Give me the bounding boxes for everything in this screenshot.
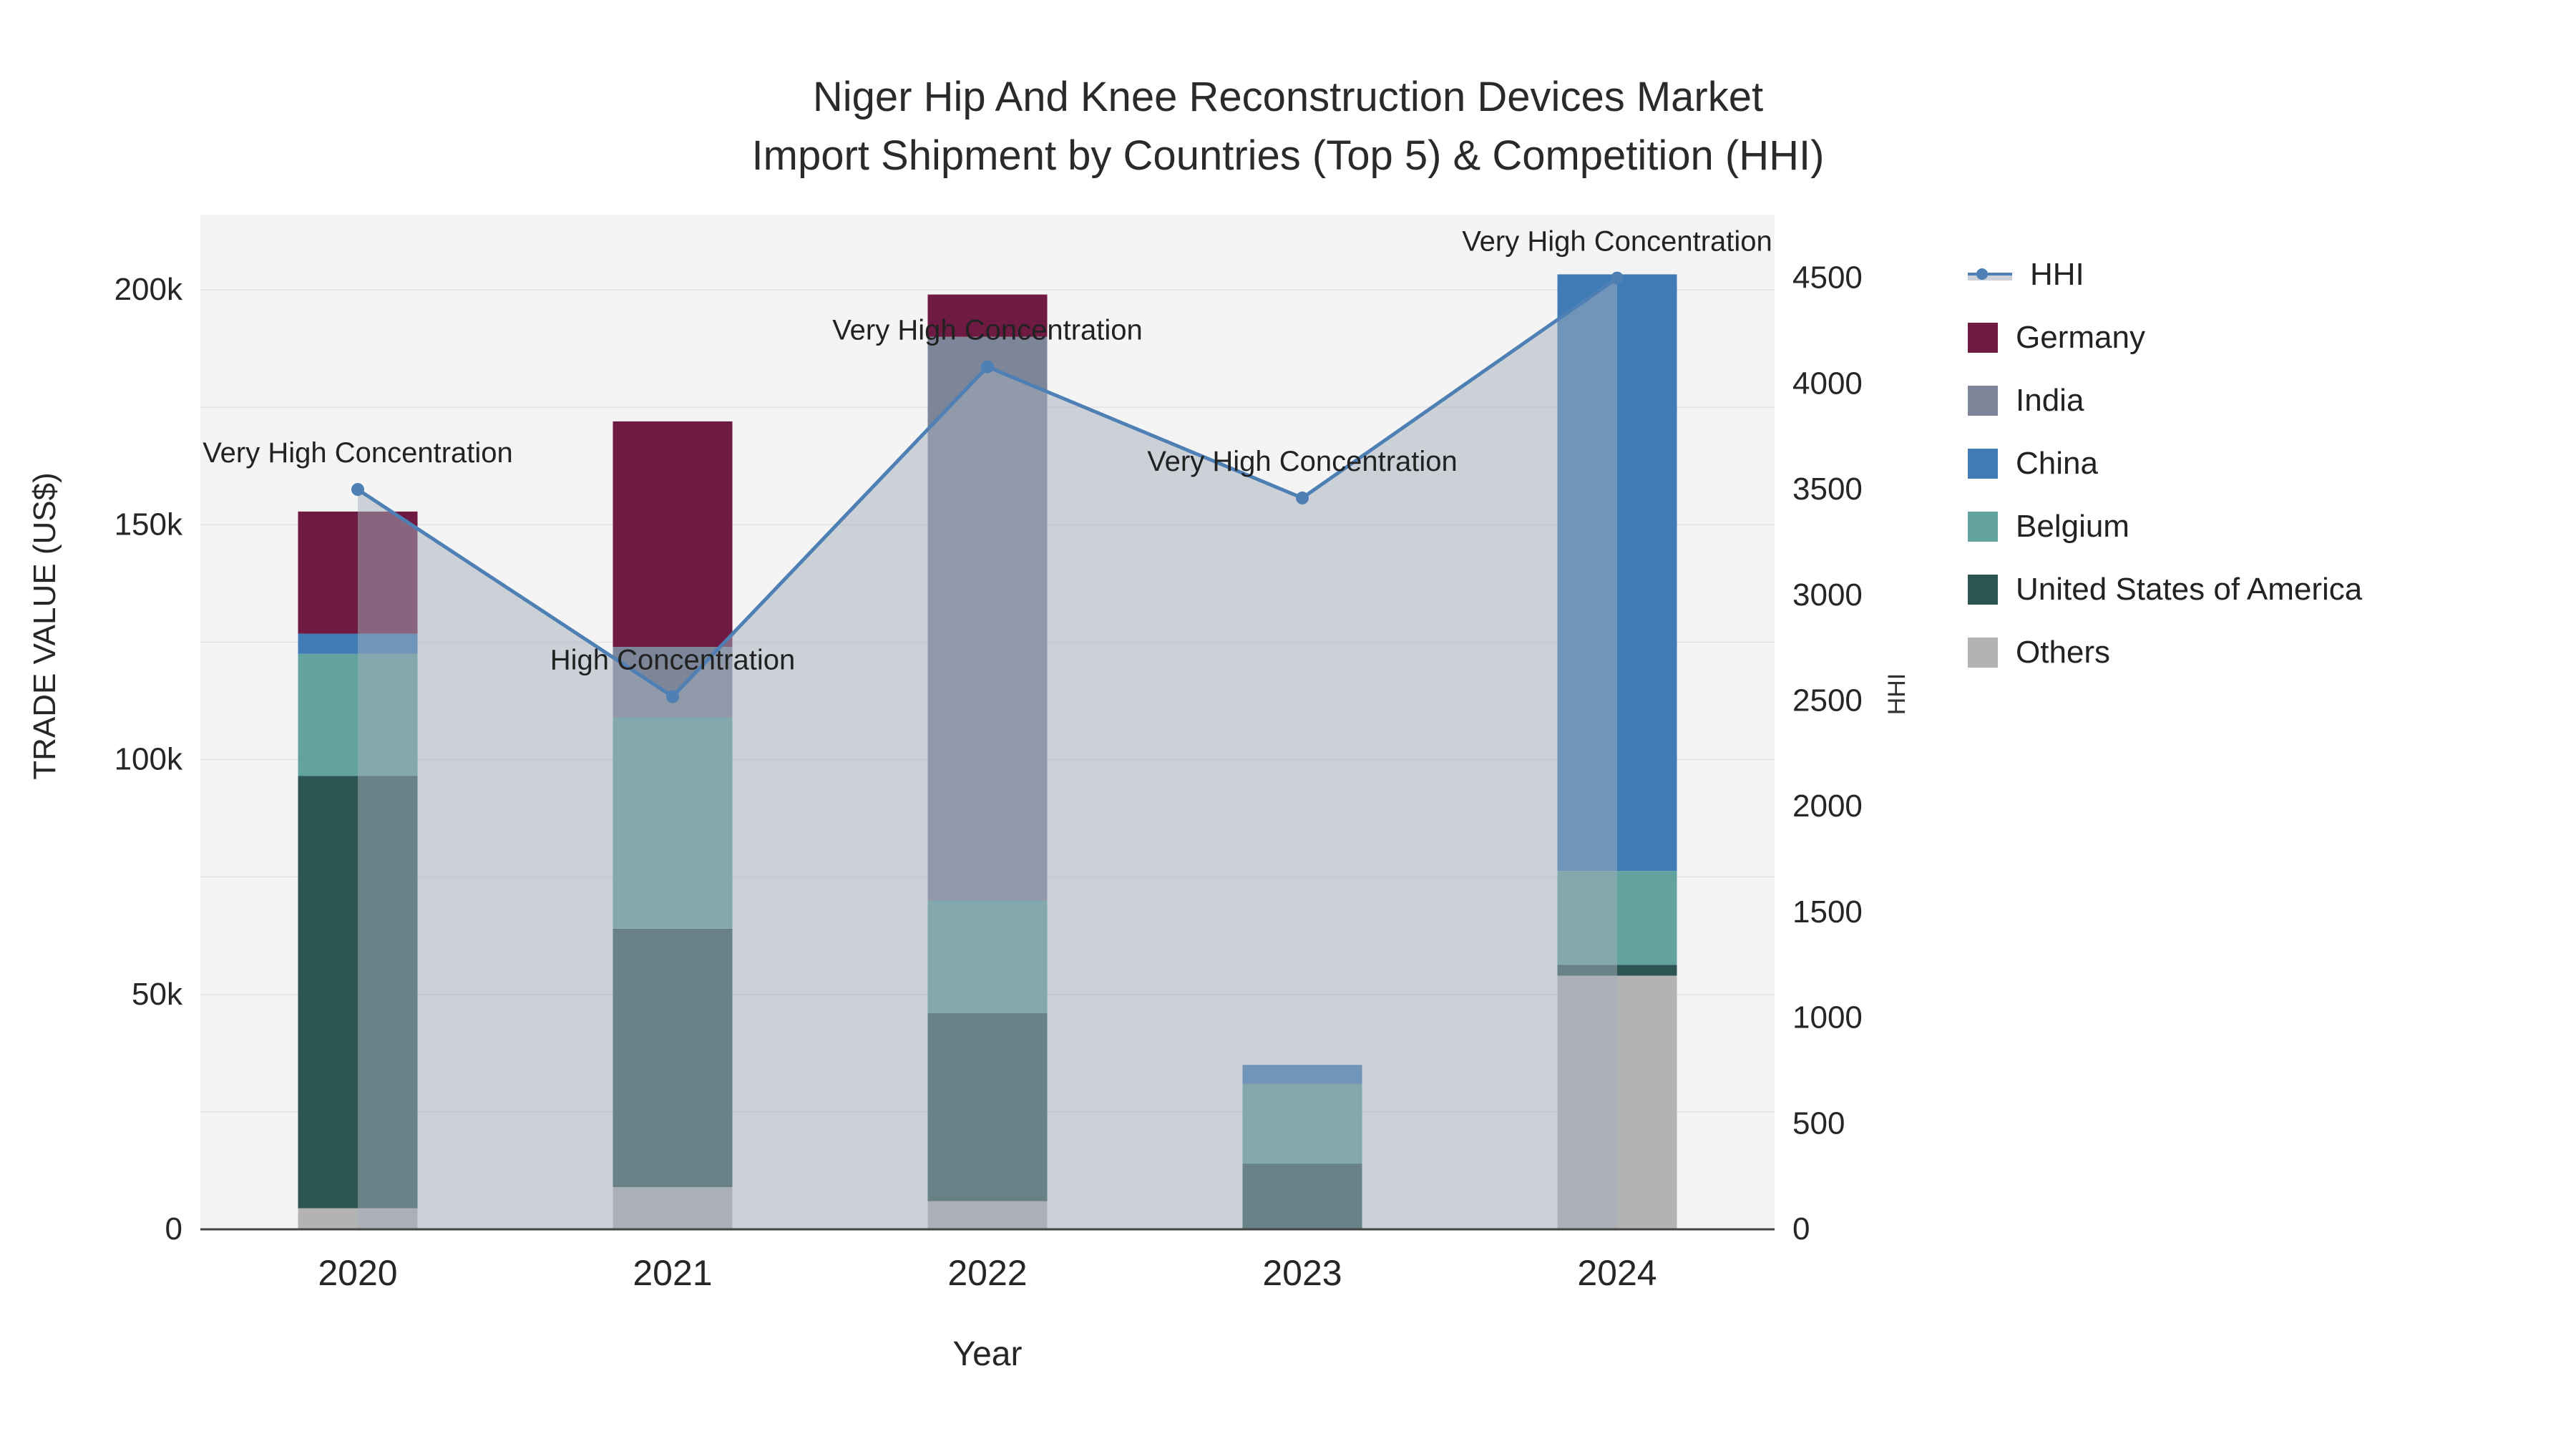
svg-text:2023: 2023: [1262, 1253, 1342, 1293]
svg-text:1000: 1000: [1792, 1000, 1863, 1035]
svg-text:0: 0: [165, 1211, 182, 1246]
svg-text:2024: 2024: [1577, 1253, 1657, 1293]
svg-text:500: 500: [1792, 1106, 1845, 1141]
svg-text:100k: 100k: [114, 742, 183, 777]
svg-text:150k: 150k: [114, 507, 183, 542]
svg-text:4000: 4000: [1792, 366, 1863, 401]
svg-text:High Concentration: High Concentration: [550, 645, 795, 676]
svg-text:1500: 1500: [1792, 894, 1863, 930]
svg-text:50k: 50k: [132, 977, 183, 1012]
svg-text:2500: 2500: [1792, 683, 1863, 718]
svg-text:3500: 3500: [1792, 472, 1863, 507]
svg-text:Very High Concentration: Very High Concentration: [1147, 446, 1458, 477]
svg-text:2000: 2000: [1792, 789, 1863, 824]
svg-text:Very High Concentration: Very High Concentration: [1462, 226, 1772, 258]
svg-text:0: 0: [1792, 1211, 1810, 1246]
svg-text:Very High Concentration: Very High Concentration: [832, 315, 1143, 346]
svg-text:2022: 2022: [947, 1253, 1027, 1293]
svg-text:2021: 2021: [633, 1253, 712, 1293]
svg-text:4500: 4500: [1792, 260, 1863, 296]
svg-text:3000: 3000: [1792, 577, 1863, 613]
svg-text:200k: 200k: [114, 272, 183, 307]
svg-text:Very High Concentration: Very High Concentration: [203, 437, 513, 469]
svg-text:2020: 2020: [318, 1253, 397, 1293]
